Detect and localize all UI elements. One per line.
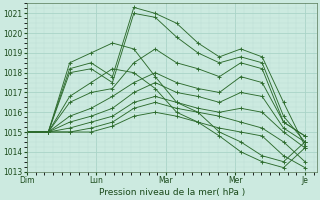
X-axis label: Pression niveau de la mer( hPa ): Pression niveau de la mer( hPa ) (99, 188, 245, 197)
